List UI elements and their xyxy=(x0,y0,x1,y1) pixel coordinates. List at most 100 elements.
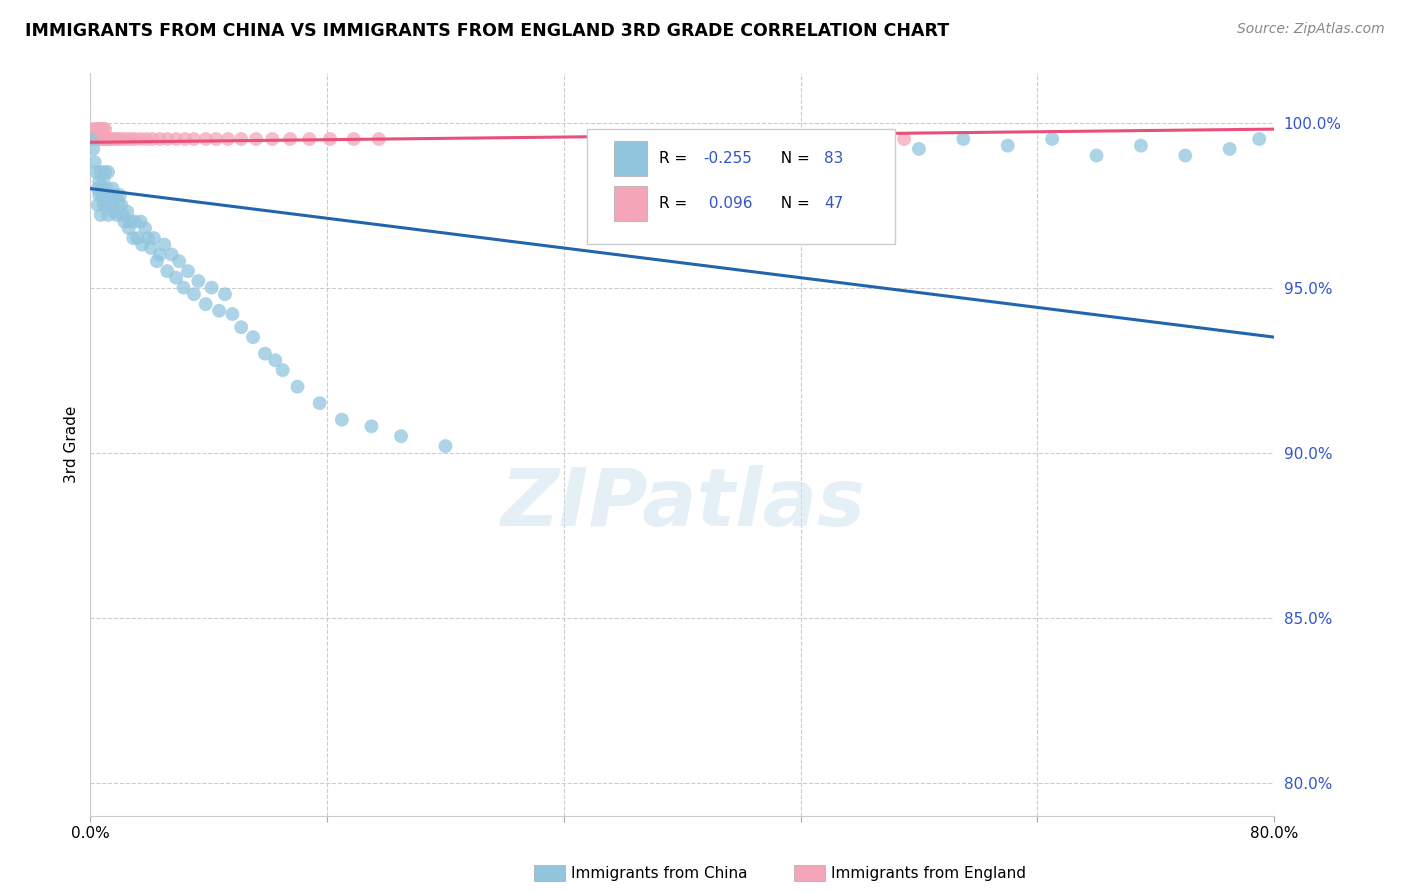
Point xyxy=(1174,148,1197,162)
Point xyxy=(298,132,321,146)
Y-axis label: 3rd Grade: 3rd Grade xyxy=(65,406,79,483)
Bar xyxy=(613,186,647,221)
Point xyxy=(87,198,110,212)
Text: 83: 83 xyxy=(824,151,844,166)
Point xyxy=(768,138,790,153)
Text: Immigrants from China: Immigrants from China xyxy=(571,866,748,880)
Point xyxy=(330,412,353,426)
Point xyxy=(811,132,834,146)
Point xyxy=(156,264,179,278)
Point xyxy=(90,132,112,146)
Text: R =: R = xyxy=(658,196,692,211)
Point xyxy=(83,132,105,146)
Point xyxy=(136,231,159,245)
Text: ZIPatlas: ZIPatlas xyxy=(499,465,865,543)
Point xyxy=(308,396,330,410)
Point xyxy=(89,122,111,136)
Point xyxy=(1040,132,1063,146)
Point xyxy=(730,132,752,146)
Point xyxy=(97,208,120,222)
Point xyxy=(173,280,195,294)
Point xyxy=(94,188,117,202)
Point xyxy=(142,231,165,245)
Point xyxy=(165,132,187,146)
Point xyxy=(93,122,115,136)
Point xyxy=(863,148,886,162)
Point xyxy=(343,132,366,146)
Point xyxy=(360,419,382,434)
Point xyxy=(97,165,120,179)
Point xyxy=(94,132,117,146)
Point xyxy=(98,132,121,146)
Text: N =: N = xyxy=(770,196,814,211)
Point xyxy=(863,188,886,202)
Point xyxy=(156,132,179,146)
Point xyxy=(101,181,124,195)
Point xyxy=(253,346,276,360)
Point xyxy=(112,214,135,228)
Point xyxy=(153,237,176,252)
Point xyxy=(94,122,117,136)
Text: N =: N = xyxy=(770,151,814,166)
Point xyxy=(167,254,190,268)
Point xyxy=(217,132,239,146)
Point xyxy=(389,429,412,443)
Point xyxy=(271,363,294,377)
Point xyxy=(104,188,127,202)
Point xyxy=(96,132,118,146)
Point xyxy=(89,132,111,146)
Text: 47: 47 xyxy=(824,196,844,211)
Point xyxy=(146,254,169,268)
Point xyxy=(96,181,118,195)
Text: Source: ZipAtlas.com: Source: ZipAtlas.com xyxy=(1237,22,1385,37)
Point xyxy=(91,181,114,195)
Text: 0.096: 0.096 xyxy=(703,196,752,211)
Point xyxy=(997,138,1019,153)
Point xyxy=(262,132,284,146)
Point xyxy=(107,132,129,146)
Point xyxy=(89,175,111,189)
Point xyxy=(103,204,125,219)
Point xyxy=(221,307,243,321)
Point xyxy=(87,181,110,195)
Point xyxy=(1219,142,1241,156)
Point xyxy=(93,132,115,146)
Point xyxy=(127,231,149,245)
Point xyxy=(287,379,309,393)
Point xyxy=(79,132,101,146)
Point xyxy=(84,165,107,179)
Point xyxy=(245,132,267,146)
Point xyxy=(82,122,104,136)
Point xyxy=(94,165,117,179)
Point xyxy=(108,188,131,202)
Point xyxy=(208,303,231,318)
Point xyxy=(79,132,101,146)
Point xyxy=(91,132,114,146)
Point xyxy=(893,132,915,146)
Bar xyxy=(613,141,647,177)
Point xyxy=(149,247,172,261)
Point xyxy=(278,132,301,146)
Point xyxy=(952,132,974,146)
Point xyxy=(97,132,120,146)
Point xyxy=(131,237,153,252)
Point xyxy=(120,132,142,146)
Text: -0.255: -0.255 xyxy=(703,151,752,166)
Point xyxy=(83,155,105,169)
Point xyxy=(1129,138,1152,153)
Point xyxy=(82,142,104,156)
Point xyxy=(114,132,136,146)
Point xyxy=(141,132,163,146)
Point xyxy=(194,297,217,311)
Point xyxy=(110,198,132,212)
Point xyxy=(183,287,205,301)
Point xyxy=(104,132,127,146)
Point xyxy=(84,122,107,136)
Point xyxy=(124,132,146,146)
Point xyxy=(124,214,146,228)
Point xyxy=(107,194,129,209)
Point xyxy=(434,439,457,453)
Point xyxy=(908,142,931,156)
Text: Immigrants from England: Immigrants from England xyxy=(831,866,1026,880)
Point xyxy=(90,208,112,222)
